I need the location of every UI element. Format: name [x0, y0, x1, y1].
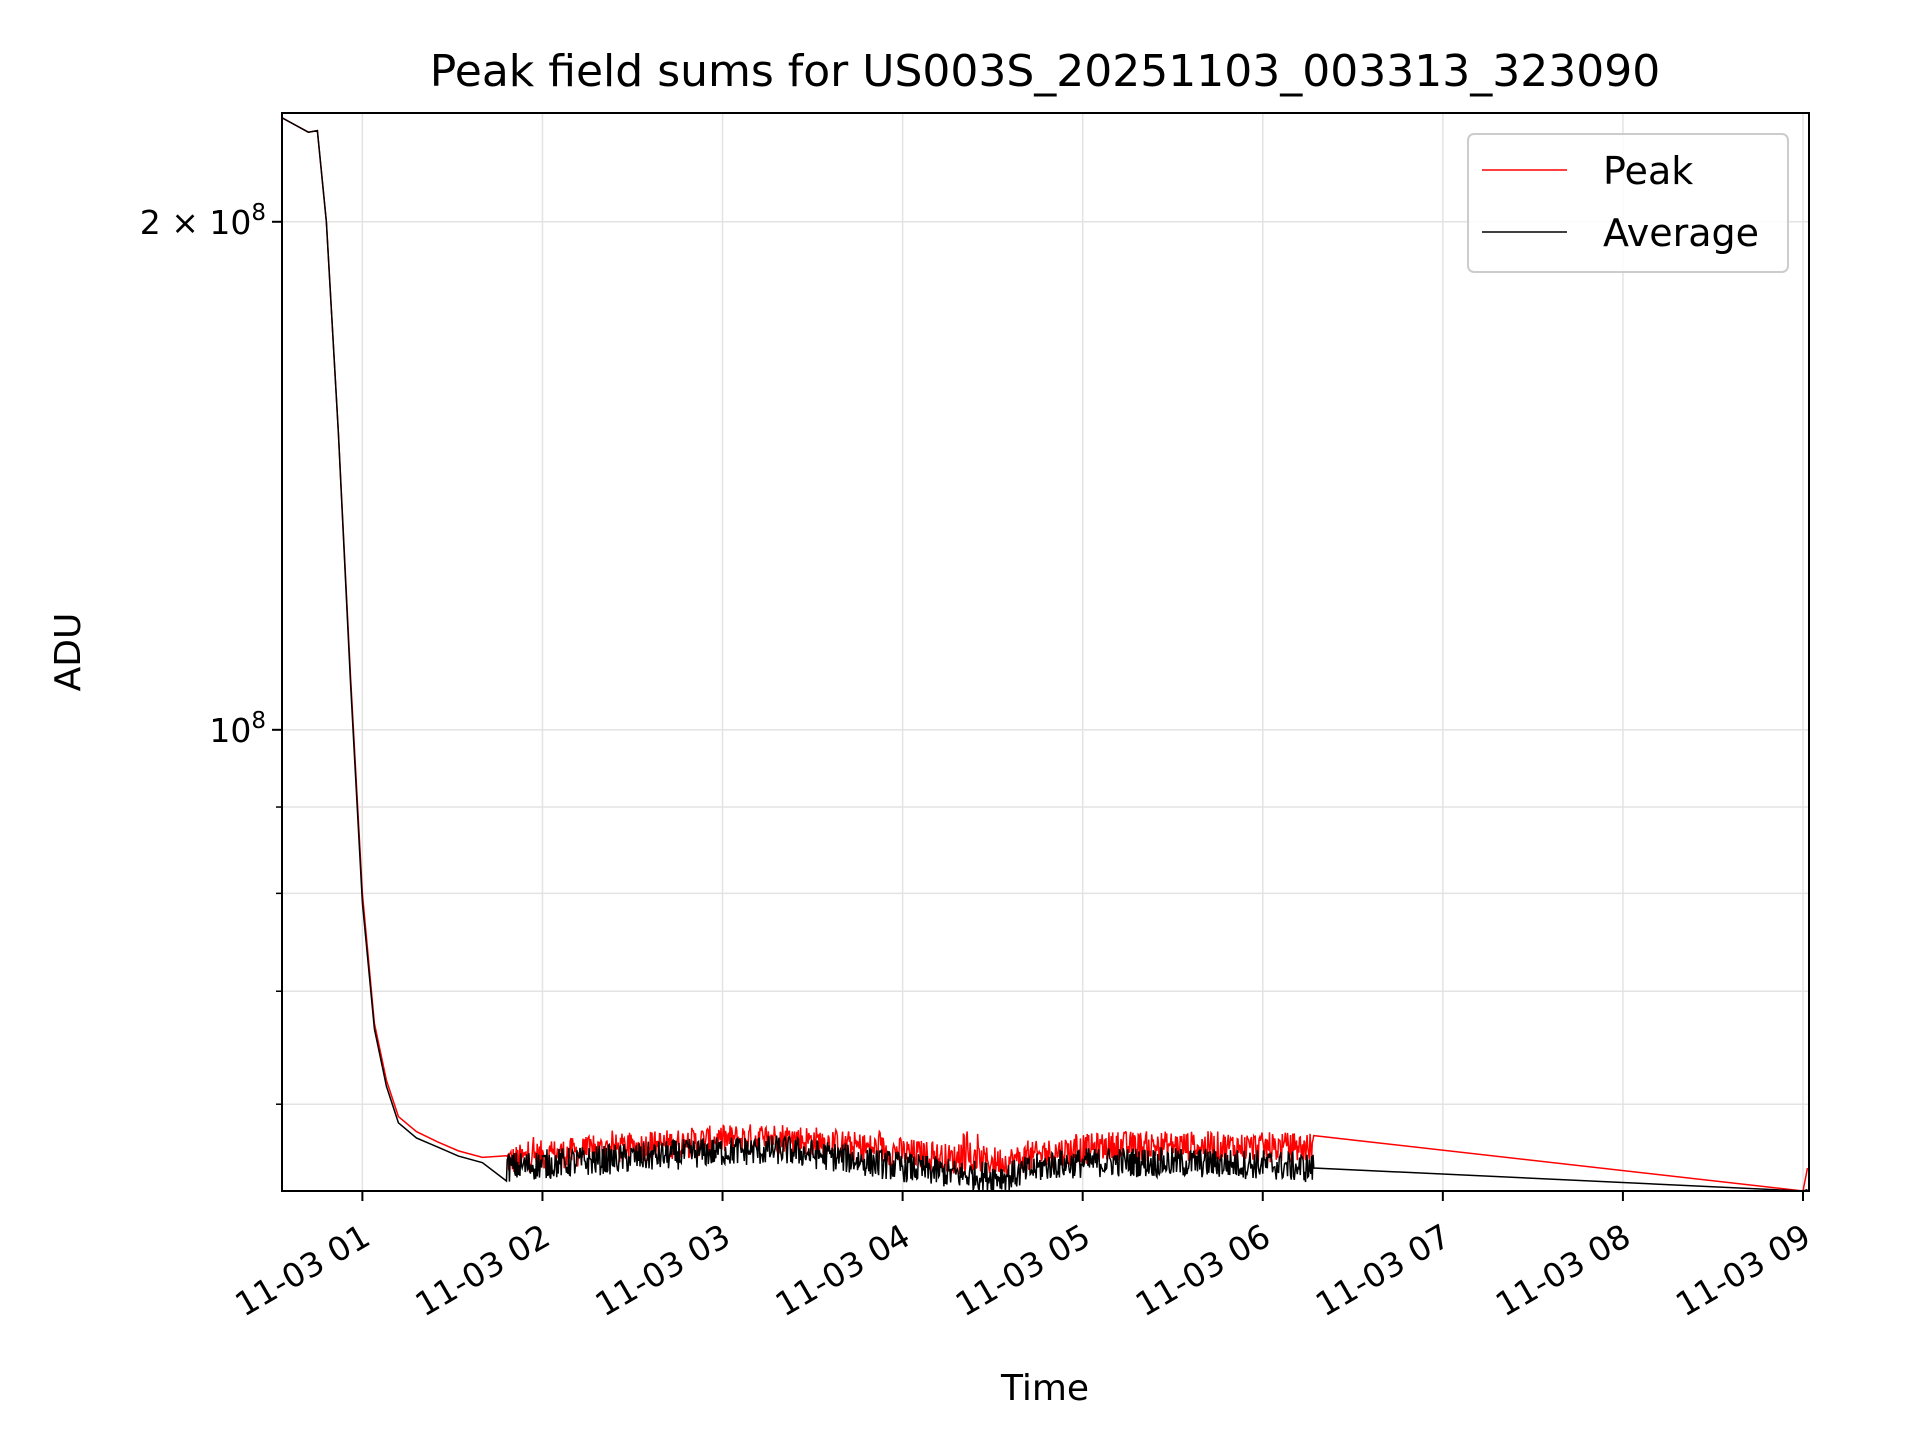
y-tick-label: 108 [209, 708, 266, 750]
legend-average-label: Average [1603, 211, 1759, 255]
y-axis-label: ADU [48, 613, 89, 692]
legend: Peak Average [1467, 133, 1789, 273]
series-line-average [282, 117, 1808, 1191]
y-tick-label: 2 × 108 [140, 200, 266, 242]
legend-box [1467, 133, 1789, 273]
chart-title: Peak field sums for US003S_20251103_0033… [430, 46, 1660, 97]
series-layer [282, 117, 1809, 1191]
x-axis-label: Time [1000, 1368, 1089, 1409]
grid [282, 113, 1809, 1191]
y-axis: 108 2 × 108 [140, 200, 282, 1105]
plot-frame [281, 112, 1810, 1192]
legend-peak-label: Peak [1603, 149, 1693, 193]
